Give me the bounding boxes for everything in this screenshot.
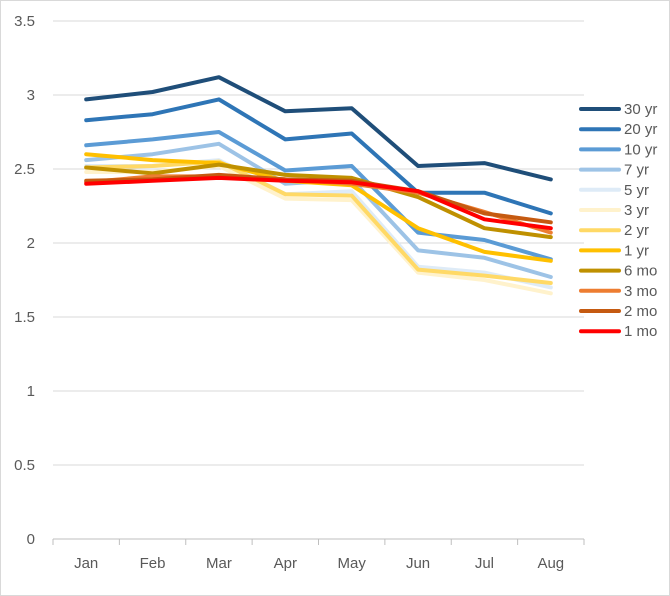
legend-entry: 30 yr xyxy=(579,101,657,118)
legend-label: 30 yr xyxy=(624,101,657,118)
legend-label: 5 yr xyxy=(624,182,649,199)
series-line-30-yr xyxy=(84,75,553,182)
x-tick-label: Feb xyxy=(140,555,166,572)
series-line-10-yr xyxy=(84,130,553,262)
legend-label: 2 mo xyxy=(624,303,657,320)
legend-entry: 2 yr xyxy=(579,222,649,239)
x-tick-label: Jan xyxy=(74,555,98,572)
series-line-6-mo xyxy=(84,162,553,240)
legend-entry: 3 yr xyxy=(579,202,649,219)
legend: 30 yr 20 yr 10 yr 7 yr 5 yr 3 yr 2 yr 1 yr 6 mo 3… xyxy=(579,101,657,340)
legend-label: 6 mo xyxy=(624,263,657,280)
x-axis xyxy=(52,538,585,545)
legend-entry: 3 mo xyxy=(579,283,657,300)
legend-label: 2 yr xyxy=(624,222,649,239)
series-line-20-yr xyxy=(84,97,553,216)
x-tick-label: Jul xyxy=(475,555,494,572)
y-tick-label: 0 xyxy=(27,531,35,548)
y-tick-label: 1.5 xyxy=(14,309,35,326)
legend-entry: 10 yr xyxy=(579,141,657,158)
legend-entry: 1 mo xyxy=(579,323,657,340)
x-tick-label: May xyxy=(338,555,367,572)
legend-label: 1 mo xyxy=(624,323,657,340)
legend-label: 7 yr xyxy=(624,162,649,179)
y-tick-label: 3.5 xyxy=(14,13,35,30)
y-tick-label: 3 xyxy=(27,87,35,104)
x-axis-labels: Jan Feb Mar Apr May Jun Jul Aug xyxy=(74,555,564,572)
x-tick-label: Jun xyxy=(406,555,430,572)
series-line-2-yr xyxy=(84,159,553,285)
gridlines xyxy=(53,20,584,466)
y-tick-label: 2.5 xyxy=(14,161,35,178)
x-tick-label: Aug xyxy=(537,555,564,572)
legend-label: 20 yr xyxy=(624,121,657,138)
y-tick-label: 1 xyxy=(27,383,35,400)
legend-entry: 6 mo xyxy=(579,263,657,280)
legend-label: 3 mo xyxy=(624,283,657,300)
legend-label: 3 yr xyxy=(624,202,649,219)
series-line-1-mo xyxy=(84,175,553,231)
series-lines xyxy=(84,75,553,296)
legend-entry: 2 mo xyxy=(579,303,657,320)
y-tick-label: 0.5 xyxy=(14,457,35,474)
legend-label: 10 yr xyxy=(624,141,657,158)
legend-entry: 5 yr xyxy=(579,182,649,199)
legend-label: 1 yr xyxy=(624,242,649,259)
y-axis-labels: 0 0.5 1 1.5 2 2.5 3 3.5 xyxy=(14,13,35,548)
x-tick-label: Mar xyxy=(206,555,232,572)
legend-entry: 7 yr xyxy=(579,162,649,179)
y-tick-label: 2 xyxy=(27,235,35,252)
legend-entry: 1 yr xyxy=(579,242,649,259)
x-tick-label: Apr xyxy=(274,555,297,572)
legend-entry: 20 yr xyxy=(579,121,657,138)
